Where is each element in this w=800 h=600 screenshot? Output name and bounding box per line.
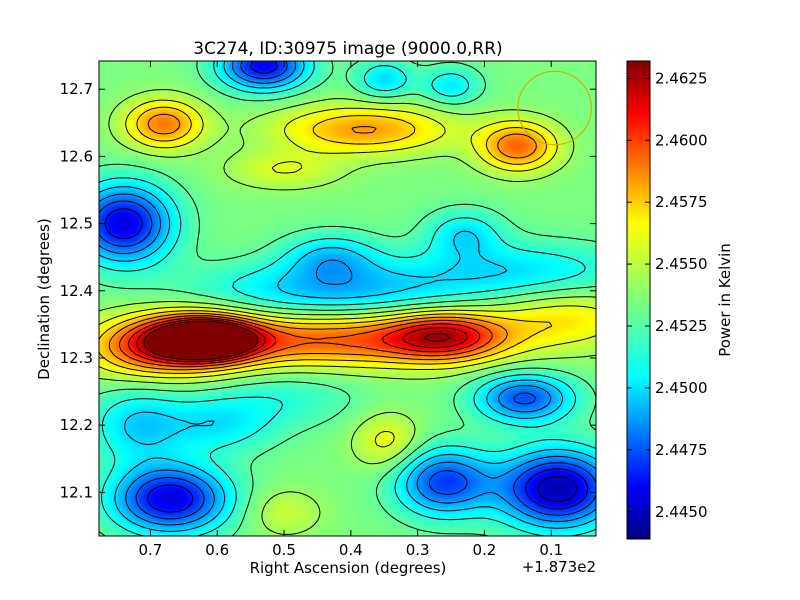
contour-level: [136, 319, 468, 363]
x-tick-label: 0.6: [205, 541, 229, 559]
y-axis-ticks: 12.1 12.2 12.3 12.4 12.5 12.6 12.7: [60, 80, 596, 501]
contour-level: [537, 475, 578, 502]
colorbar-tick-label: 2.4475: [655, 441, 708, 459]
contour-level: [99, 89, 596, 535]
contour-level: [99, 106, 553, 374]
x-tick-label: 0.3: [406, 541, 430, 559]
contour-level: [99, 61, 596, 532]
contour-level: [99, 99, 596, 448]
contour-level: [99, 61, 596, 536]
contour-lines: [99, 61, 596, 536]
contour-level: [99, 61, 596, 526]
x-tick-label: 0.4: [339, 541, 363, 559]
contour-level: [108, 113, 537, 371]
colorbar-tick-label: 2.4625: [655, 69, 708, 87]
y-tick-label: 12.3: [60, 349, 93, 367]
colorbar-ticks: 2.4450 2.4475 2.4500 2.4525 2.4550 2.4575 2.46…: [627, 69, 708, 521]
beam-circle: [517, 70, 592, 146]
y-tick-label: 12.5: [60, 215, 93, 233]
x-axis-ticks: 0.7 0.6 0.5 0.4 0.3 0.2 0.1: [139, 61, 563, 559]
contour-level: [143, 320, 451, 361]
plot-frame: [98, 60, 597, 537]
x-tick-label: 0.1: [539, 541, 563, 559]
x-tick-label: 0.7: [139, 541, 163, 559]
contour-level: [128, 317, 481, 365]
colorbar-tick-label: 2.4600: [655, 131, 708, 149]
colorbar: [626, 60, 651, 540]
colorbar-tick-label: 2.4450: [655, 503, 708, 521]
colorbar-label: Power in Kelvin: [716, 243, 734, 357]
contour-level: [119, 315, 493, 368]
colorbar-tick-label: 2.4500: [655, 379, 708, 397]
chart-title: 3C274, ID:30975 image (9000.0,RR): [193, 39, 502, 59]
y-axis-label: Declination (degrees): [35, 218, 53, 380]
heatmap-container: [99, 61, 596, 536]
y-tick-label: 12.4: [60, 282, 93, 300]
x-axis-label: Right Ascension (degrees): [250, 559, 447, 577]
y-tick-label: 12.1: [60, 483, 93, 501]
heatmap-image: [99, 61, 596, 536]
x-offset-label: +1.873e2: [522, 558, 596, 576]
colorbar-tick-label: 2.4550: [655, 255, 708, 273]
colorbar-tick-label: 2.4575: [655, 193, 708, 211]
contour-level: [99, 61, 596, 520]
y-tick-label: 12.7: [60, 80, 93, 98]
contour-level: [104, 61, 589, 513]
x-tick-label: 0.2: [473, 541, 497, 559]
x-tick-label: 0.5: [272, 541, 296, 559]
contour-level: [99, 61, 596, 536]
colorbar-tick-label: 2.4525: [655, 317, 708, 335]
y-tick-label: 12.2: [60, 416, 93, 434]
y-tick-label: 12.6: [60, 147, 93, 165]
